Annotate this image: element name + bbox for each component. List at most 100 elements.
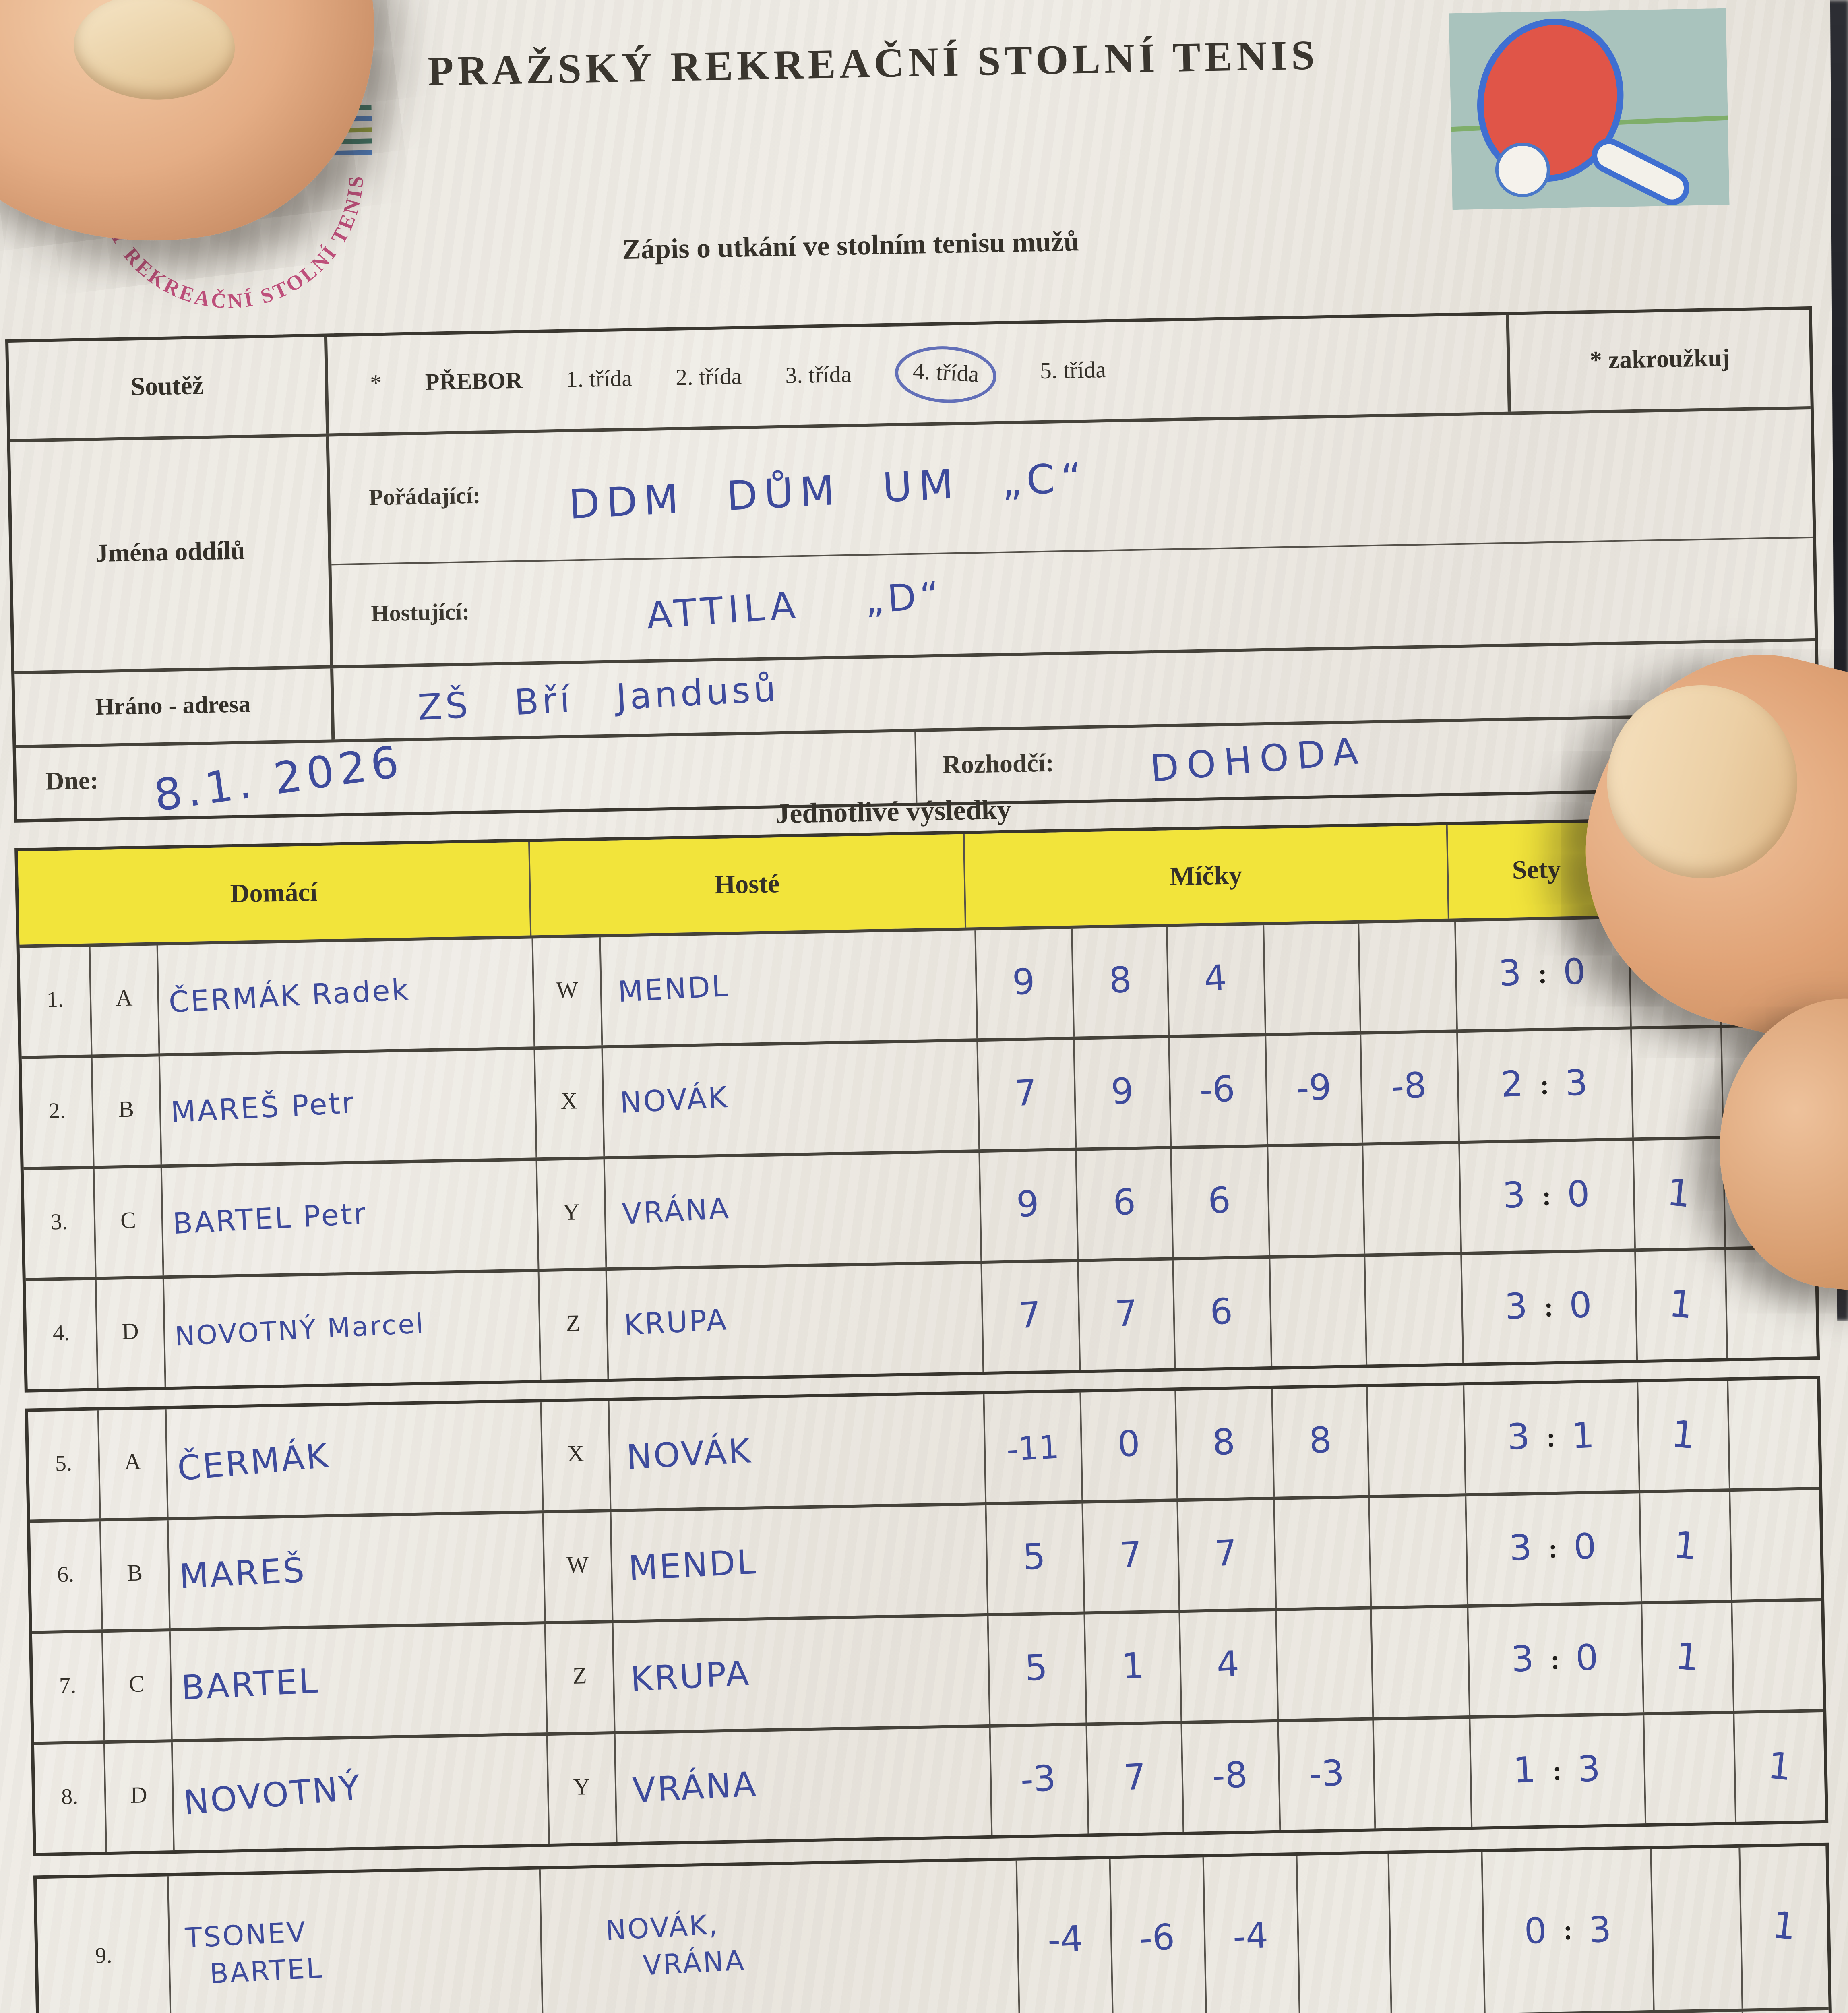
sets-home: 1 <box>1513 1751 1538 1792</box>
guest-letter: Z <box>539 1271 609 1380</box>
balls-set4: -9 <box>1295 1068 1333 1111</box>
table-tennis-illustration <box>1449 8 1730 210</box>
game-number: 7. <box>32 1633 105 1742</box>
home-player: ČERMÁK <box>175 1435 331 1488</box>
results-table-2: 5. A ČERMÁK X NOVÁK -11 0 8 8 3:1 1 6. B… <box>25 1375 1829 1856</box>
sets-guest: 3 <box>1577 1750 1602 1792</box>
soutez-label: Soutěž <box>8 337 329 439</box>
zakrouzkuj-label: * zakroužkuj <box>1589 345 1730 375</box>
jmena-oddilu-label: Jména oddílů <box>10 436 333 671</box>
poradajici-label: Pořádající: <box>368 484 481 512</box>
guest-pair: NOVÁK, VRÁNA <box>604 1910 746 1983</box>
sets-guest: 0 <box>1566 1175 1591 1217</box>
home-team-name-handwritten: DDM DŮM UM „C“ <box>568 454 1090 529</box>
referee-handwritten: DOHODA <box>1149 730 1368 792</box>
sets-guest: 0 <box>1575 1639 1600 1680</box>
balls-set2: 9 <box>1110 1072 1135 1114</box>
point-guest: 1 <box>1770 1905 1798 1949</box>
page-title: PRAŽSKÝ REKREAČNÍ STOLNÍ TENIS <box>427 32 1319 95</box>
point-home: 1 <box>1674 1635 1702 1680</box>
balls-set4: -3 <box>1307 1754 1345 1796</box>
hostujici-label: Hostující: <box>371 599 470 627</box>
sets-home: 2 <box>1500 1065 1525 1107</box>
star-mark: * <box>370 370 382 397</box>
sets-colon: : <box>1540 1069 1550 1100</box>
hrano-adresa-label: Hráno - adresa <box>14 668 335 745</box>
sets-home: 3 <box>1511 1640 1536 1682</box>
balls-set2: 0 <box>1116 1425 1141 1466</box>
home-player: MAREŠ Petr <box>170 1087 356 1131</box>
rozhodci-label: Rozhodčí: <box>942 750 1054 780</box>
balls-set2: 7 <box>1114 1294 1139 1336</box>
match-row: 9. TSONEV BARTEL NOVÁK, VRÁNA -4 -6 -4 0:3… <box>37 1846 1829 2013</box>
guest-player: NOVÁK <box>619 1081 730 1121</box>
balls-set3: 4 <box>1203 959 1228 1001</box>
sets-guest: 3 <box>1588 1910 1612 1951</box>
guest-player: VRÁNA <box>621 1192 731 1232</box>
results-table-1: Domácí Hosté Míčky Sety Body 1. A ČERMÁK… <box>14 815 1820 1393</box>
game-number: 2. <box>21 1058 95 1167</box>
guest-letter: Z <box>546 1623 616 1733</box>
home-player: NOVOTNÝ <box>182 1767 363 1822</box>
balls-set2: 7 <box>1122 1758 1147 1800</box>
balls-set1: 9 <box>1016 1185 1041 1227</box>
balls-set3: 8 <box>1212 1423 1237 1465</box>
balls-set2: 7 <box>1118 1536 1143 1577</box>
sets-colon: : <box>1563 1915 1573 1946</box>
home-letter: D <box>96 1279 166 1388</box>
guest-player: MENDL <box>627 1542 758 1587</box>
point-guest: 1 <box>1766 1745 1794 1789</box>
competition-option-circled: 4. třída <box>893 343 998 405</box>
fingernail-icon <box>72 0 237 103</box>
guest-player: MENDL <box>617 970 730 1010</box>
home-pair: TSONEV BARTEL <box>185 1917 325 1992</box>
balls-set1: 5 <box>1024 1649 1050 1691</box>
sets-colon: : <box>1552 1755 1562 1786</box>
col-header-hoste: Hosté <box>529 834 966 936</box>
point-home: 1 <box>1672 1524 1700 1569</box>
team-names-rows: Jména oddílů Pořádající: DDM DŮM UM „C“ … <box>10 406 1815 671</box>
sets-guest: 0 <box>1562 953 1587 994</box>
sets-colon: : <box>1544 1291 1554 1322</box>
balls-set5: -8 <box>1391 1066 1428 1109</box>
sets-colon: : <box>1550 1643 1560 1675</box>
form-subtitle: Zápis o utkání ve stolním tenisu mužů <box>622 225 1080 266</box>
home-letter: C <box>94 1168 164 1277</box>
balls-set2: -6 <box>1139 1918 1177 1960</box>
game-number: 4. <box>25 1280 99 1389</box>
home-letter: B <box>101 1520 171 1630</box>
home-player: MAREŠ <box>178 1550 307 1596</box>
sets-guest: 1 <box>1571 1416 1596 1458</box>
point-home: 1 <box>1665 1172 1693 1216</box>
balls-set1: -3 <box>1020 1759 1058 1802</box>
guest-letter: W <box>544 1512 614 1622</box>
guest-player: NOVÁK <box>625 1431 753 1476</box>
ball-icon <box>1495 142 1550 197</box>
game-number: 5. <box>28 1410 101 1520</box>
sets-home: 0 <box>1523 1911 1548 1953</box>
balls-set1: 7 <box>1014 1074 1039 1116</box>
home-letter: A <box>99 1409 168 1519</box>
game-number: 6. <box>30 1521 103 1631</box>
balls-set2: 8 <box>1108 961 1133 1003</box>
competition-option: 5. třída <box>1040 357 1106 384</box>
sets-colon: : <box>1548 1532 1558 1564</box>
sets-guest: 0 <box>1573 1527 1598 1569</box>
venue-handwritten: ZŠ Bří Jandusů <box>417 669 780 729</box>
competition-option: 1. třída <box>566 366 633 393</box>
guest-letter: X <box>535 1048 605 1158</box>
dne-label: Dne: <box>45 768 99 796</box>
balls-set1: 5 <box>1022 1538 1048 1579</box>
balls-set1: -4 <box>1046 1919 1084 1961</box>
game-number: 3. <box>23 1169 97 1278</box>
balls-set3: -6 <box>1199 1070 1237 1112</box>
guest-letter: X <box>542 1401 612 1511</box>
sets-guest: 0 <box>1568 1286 1593 1328</box>
balls-set3: 6 <box>1209 1292 1234 1334</box>
game-number: 9. <box>37 1876 172 2013</box>
balls-set1: 7 <box>1018 1296 1043 1338</box>
game-number: 1. <box>19 947 93 1056</box>
balls-set3: 7 <box>1214 1534 1239 1576</box>
sets-guest: 3 <box>1564 1064 1589 1106</box>
